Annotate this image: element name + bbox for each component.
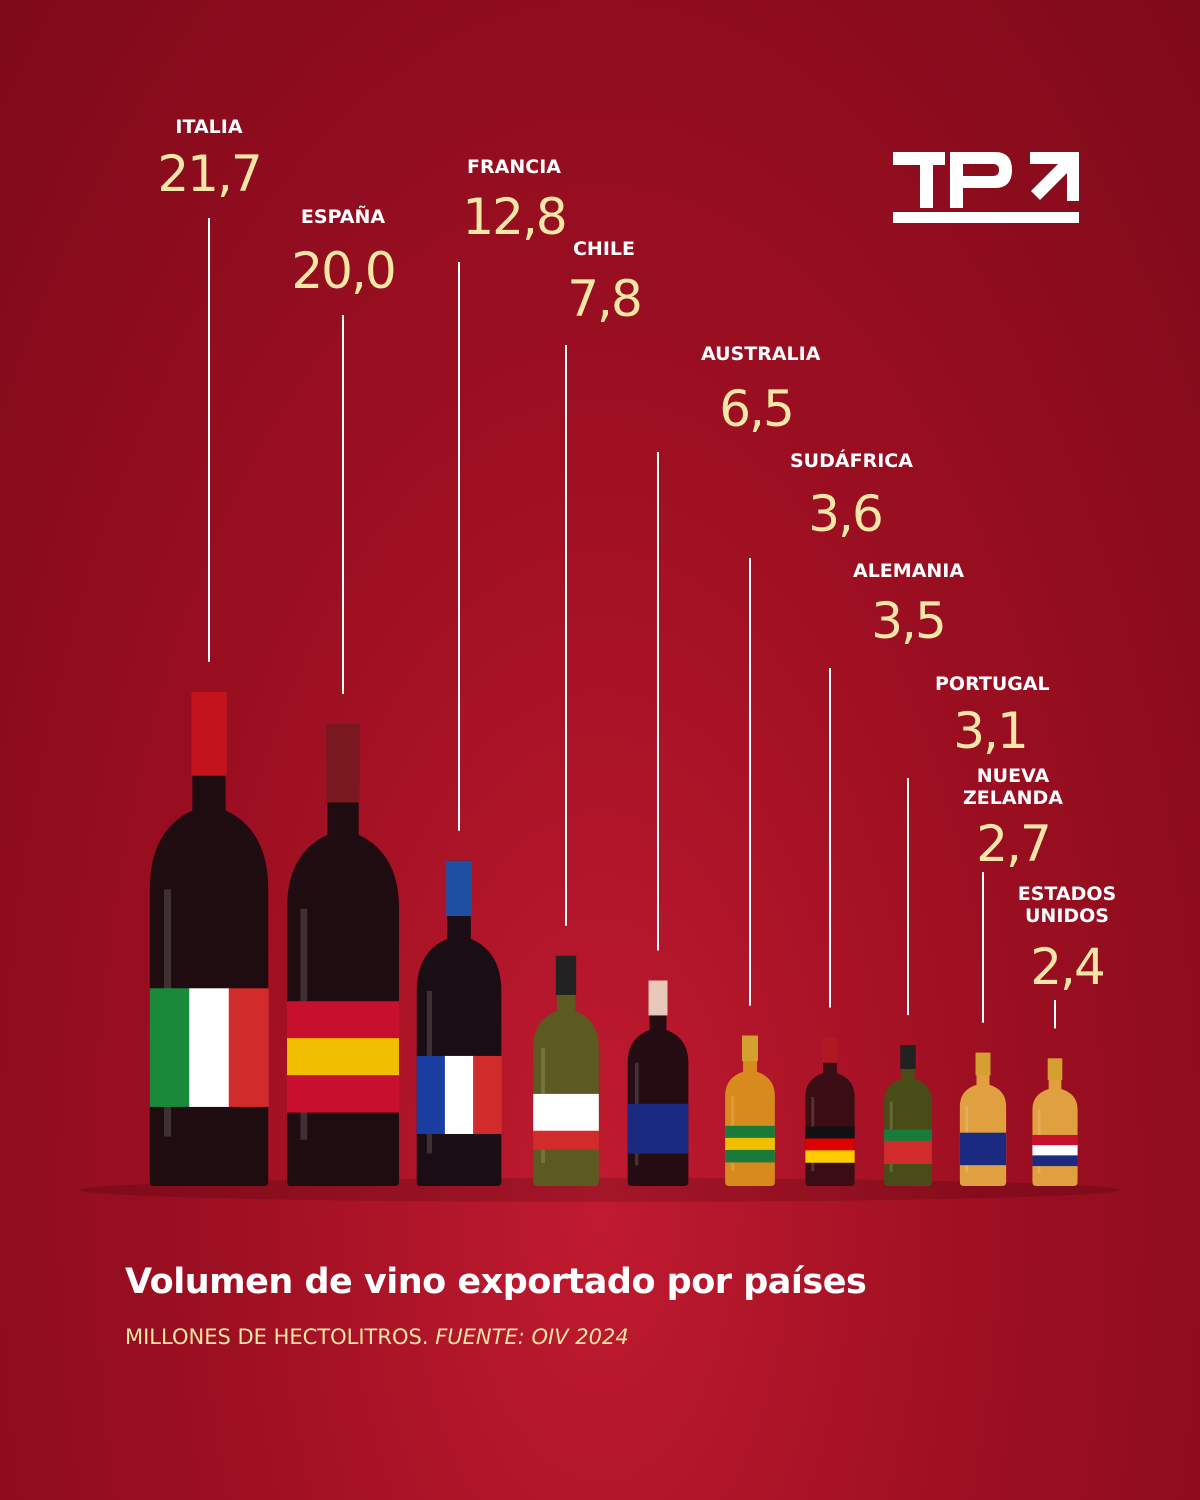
flag-label [228,988,269,1107]
flag-label [959,1154,1007,1166]
flag-label [473,1055,502,1134]
flag-label [533,1093,599,1113]
chart-title: Volumen de vino exportado por países [125,1262,867,1302]
flag-label [533,1112,599,1132]
capsule [191,691,227,776]
flag-label [416,1055,446,1134]
flag-label [444,1055,474,1134]
flag-label [1032,1145,1078,1156]
country-label: ESTADOS UNIDOS [1017,883,1117,927]
country-label: ITALIA [175,116,243,138]
country-label: AUSTRALIA [701,343,821,365]
flag-label [884,1152,932,1164]
capsule [555,955,577,995]
capsule [975,1052,991,1076]
subtitle: MILLONES DE HECTOLITROS. FUENTE: OIV 202… [125,1325,629,1349]
flag-label [805,1150,855,1163]
flag-label [287,1038,399,1076]
flag-label [1032,1134,1078,1146]
flag-label [884,1129,932,1142]
country-label: CHILE [572,238,635,260]
capsule [648,980,668,1016]
country-label: SUDÁFRICA [790,450,913,472]
flag-label [805,1126,855,1139]
source: FUENTE: OIV 2024 [435,1325,629,1349]
flag-label [627,1136,689,1154]
country-label: ALEMANIA [853,560,965,582]
flag-label [627,1103,689,1121]
capsule [1047,1058,1063,1081]
flag-label [725,1125,775,1139]
flag-label [533,1130,599,1150]
flag-label [287,1075,399,1113]
country-label: NUEVA ZELANDA [963,765,1063,809]
country-label: PORTUGAL [935,673,1050,695]
flag-label [149,988,190,1107]
flag-label [287,1001,399,1039]
value-label: 3,1 [953,702,1029,760]
capsule [326,724,360,803]
flag-label [725,1149,775,1163]
flag-label [725,1137,775,1151]
value-label: 20,0 [291,242,396,300]
flag-label [189,988,230,1107]
value-label: 21,7 [157,145,262,203]
flag-label [884,1140,932,1153]
value-label: 3,5 [871,592,947,650]
flag-label [959,1132,1007,1144]
value-label: 7,8 [567,270,643,328]
value-label: 2,7 [976,815,1052,873]
capsule [900,1045,916,1070]
value-label: 3,6 [808,485,884,543]
capsule [822,1037,838,1063]
value-label: 12,8 [462,188,567,246]
value-label: 2,4 [1030,938,1106,996]
flag-label [627,1120,689,1138]
country-label: ESPAÑA [300,206,386,228]
capsule [446,860,472,917]
flag-label [959,1143,1007,1155]
flag-label [1032,1155,1078,1167]
subtitle-text: MILLONES DE HECTOLITROS. [125,1325,429,1349]
flag-label [805,1138,855,1151]
capsule [742,1035,758,1062]
value-label: 6,5 [719,380,795,438]
country-label: FRANCIA [467,156,561,178]
logo [893,152,1079,223]
